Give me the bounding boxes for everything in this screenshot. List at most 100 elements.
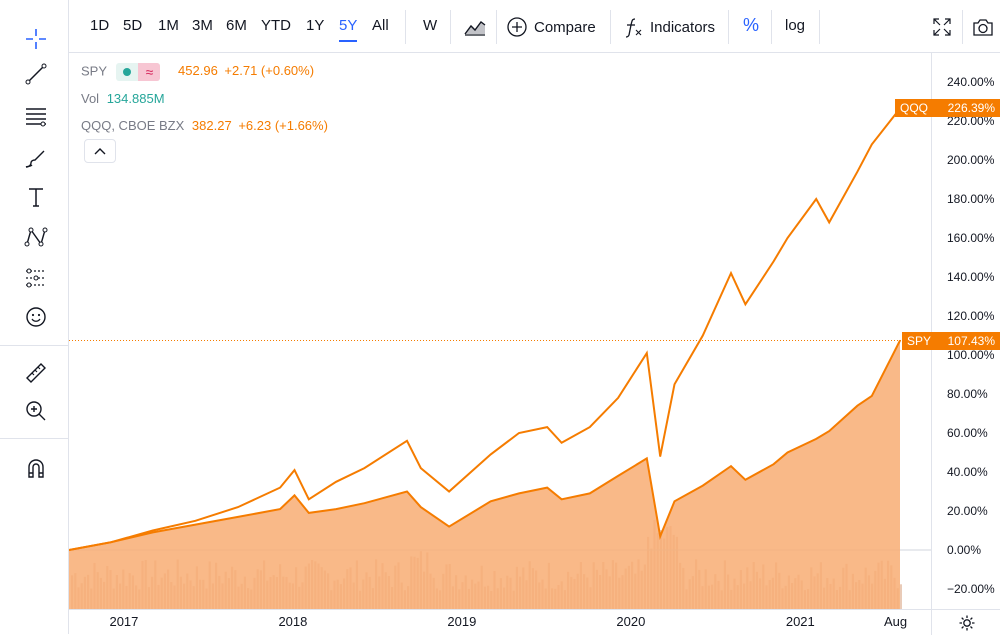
spy-point	[237, 516, 239, 518]
spy-point	[518, 492, 520, 494]
price-tick-label: 60.00%	[947, 426, 988, 440]
qqq-point	[646, 352, 648, 354]
prediction-icon[interactable]	[18, 263, 54, 293]
spy-point	[406, 490, 408, 493]
plus-circle-icon	[507, 17, 527, 37]
toolbar-divider	[962, 10, 963, 44]
trend-line-icon[interactable]	[18, 59, 54, 89]
screenshot-button[interactable]	[971, 12, 1000, 42]
qqq-point	[518, 432, 520, 434]
range-3m-button[interactable]: 3M	[192, 17, 213, 34]
toolbar-divider	[728, 10, 729, 44]
price-tick-label: 160.00%	[947, 231, 995, 245]
spy-point	[420, 506, 422, 508]
spy-point	[856, 405, 859, 407]
price-tick-label: 220.00%	[947, 114, 995, 128]
emoji-icon[interactable]	[18, 302, 54, 332]
qqq-point	[871, 143, 873, 145]
interval-button[interactable]: W	[423, 17, 438, 34]
volume-bar	[899, 584, 902, 609]
qqq-line	[69, 107, 901, 551]
qqq-point	[730, 272, 732, 274]
compare-change: +6.23 (+1.66%)	[238, 118, 328, 133]
time-tick-label: 2020	[616, 614, 646, 629]
magnet-icon[interactable]	[18, 453, 54, 483]
price-tick-label: 180.00%	[947, 192, 995, 206]
range-1d-button[interactable]: 1D	[90, 17, 110, 34]
drawing-toolbar	[0, 0, 69, 634]
chart-style-button[interactable]	[463, 12, 493, 42]
toolbar-divider	[819, 10, 820, 44]
price-tick-label: 240.00%	[947, 75, 995, 89]
range-all-button[interactable]: All	[372, 17, 389, 34]
pattern-icon[interactable]	[18, 222, 54, 252]
qqq-point	[308, 498, 310, 500]
toolbar-divider	[771, 10, 772, 44]
range-6m-button[interactable]: 6M	[226, 17, 247, 34]
primary-symbol: SPY	[81, 63, 107, 79]
camera-icon	[973, 19, 993, 36]
fib-retracement-icon[interactable]	[18, 102, 54, 132]
fullscreen-icon	[933, 18, 951, 36]
spy-badge-name: SPY	[907, 334, 932, 348]
log-scale-button[interactable]: log	[785, 17, 806, 34]
range-5y-button[interactable]: 5Y	[339, 17, 358, 34]
qqq-point	[673, 383, 676, 385]
qqq-point	[448, 490, 450, 493]
spy-badge-value: 107.43%	[947, 334, 995, 348]
spy-point	[546, 487, 548, 489]
range-1y-button[interactable]: 1Y	[306, 17, 325, 34]
spy-point	[730, 465, 732, 467]
range-1m-button[interactable]: 1M	[158, 17, 179, 34]
percent-scale-button[interactable]: %	[743, 15, 760, 35]
qqq-point	[406, 440, 408, 442]
price-scale[interactable]: 240.00% 220.00% 200.00% 180.00% 160.00% 140.0…	[931, 53, 1000, 609]
spy-point	[335, 508, 337, 510]
compare-symbol: QQQ, CBOE BZX	[81, 118, 185, 133]
qqq-point	[786, 237, 789, 239]
qqq-point	[194, 520, 196, 522]
spy-point	[490, 500, 492, 502]
qqq-point	[335, 481, 337, 483]
brush-icon[interactable]	[18, 144, 54, 174]
legend-collapse-button[interactable]	[84, 139, 116, 163]
legend-visibility-toggle[interactable]: ≈	[116, 63, 161, 81]
range-5d-button[interactable]: 5D	[123, 17, 143, 34]
time-scale[interactable]: 2017 2018 2019 2020 2021 Aug	[69, 609, 931, 635]
spy-line	[69, 340, 901, 551]
spy-point	[589, 492, 591, 494]
spy-point	[194, 524, 196, 526]
text-tool-icon[interactable]	[18, 182, 54, 212]
toolbar-divider	[0, 438, 68, 439]
fullscreen-button[interactable]	[931, 12, 959, 42]
time-tick-label: 2021	[785, 614, 815, 629]
top-toolbar: 1D 5D 1M 3M 6M YTD 1Y 5Y All W Compare I…	[69, 0, 1000, 53]
time-tick-label: 2018	[278, 614, 308, 629]
chart-pane[interactable]: SPY ≈ 452.96 +2.71 (+0.60%) Vol 134.885M…	[69, 53, 931, 609]
volume-value: 134.885M	[106, 91, 165, 106]
compare-button[interactable]: Compare	[506, 12, 596, 42]
chart-settings-button[interactable]	[931, 609, 1000, 635]
zoom-in-icon[interactable]	[18, 396, 54, 426]
qqq-point	[69, 549, 70, 551]
primary-change: +2.71 (+0.60%)	[224, 63, 315, 79]
range-ytd-button[interactable]: YTD	[261, 17, 291, 34]
ruler-icon[interactable]	[18, 358, 54, 388]
qqq-badge-value: 226.39%	[947, 101, 995, 115]
indicators-button[interactable]: Indicators	[622, 12, 715, 42]
price-tick-label: −20.00%	[947, 582, 995, 596]
time-tick-label: Aug	[884, 614, 908, 629]
indicators-label: Indicators	[650, 18, 716, 36]
qqq-point	[279, 487, 281, 489]
spy-price-badge: SPY 107.43%	[902, 332, 1000, 350]
qqq-point	[659, 455, 661, 457]
spy-point	[702, 485, 704, 487]
crosshair-icon[interactable]	[18, 24, 54, 54]
toolbar-divider	[610, 10, 611, 44]
active-range-indicator	[339, 40, 357, 42]
spy-point	[363, 502, 365, 504]
qqq-price-badge: QQQ 226.39%	[895, 99, 1000, 117]
legend-compare: QQQ, CBOE BZX 382.27 +6.23 (+1.66%)	[81, 118, 328, 133]
spy-point	[815, 438, 817, 440]
qqq-point	[589, 426, 591, 428]
